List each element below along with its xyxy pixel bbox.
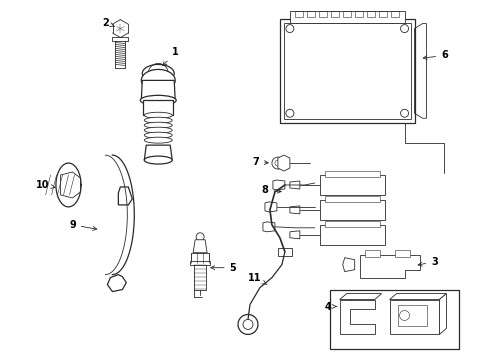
Text: 4: 4 — [324, 302, 336, 311]
Bar — [319, 175, 384, 195]
Bar — [397, 305, 427, 327]
Polygon shape — [118, 187, 132, 205]
Ellipse shape — [144, 127, 172, 133]
Text: 10: 10 — [36, 180, 55, 190]
Text: 6: 6 — [422, 50, 447, 60]
Text: 1: 1 — [163, 48, 178, 66]
Polygon shape — [144, 145, 172, 160]
Polygon shape — [342, 258, 354, 272]
Polygon shape — [439, 293, 446, 334]
Circle shape — [238, 315, 258, 334]
Polygon shape — [389, 293, 446, 300]
Bar — [319, 200, 384, 220]
Polygon shape — [190, 261, 210, 265]
Polygon shape — [61, 172, 81, 198]
Polygon shape — [277, 248, 291, 256]
Bar — [329, 289, 458, 349]
Bar — [289, 11, 404, 23]
Bar — [394, 250, 408, 257]
Bar — [318, 11, 326, 17]
Bar — [378, 11, 386, 17]
Polygon shape — [289, 181, 299, 189]
Bar — [324, 171, 379, 177]
Ellipse shape — [144, 137, 172, 143]
Bar — [364, 250, 379, 257]
Text: 11: 11 — [248, 273, 266, 284]
Polygon shape — [143, 100, 173, 115]
Text: 8: 8 — [261, 185, 281, 195]
Bar — [279, 19, 414, 123]
Bar — [284, 23, 410, 119]
Polygon shape — [272, 180, 285, 190]
Text: 5: 5 — [210, 263, 236, 273]
Bar — [112, 37, 128, 41]
Polygon shape — [191, 253, 209, 263]
Ellipse shape — [141, 69, 175, 91]
Text: 9: 9 — [69, 220, 97, 230]
Text: 3: 3 — [417, 257, 437, 267]
Bar — [306, 11, 314, 17]
Polygon shape — [263, 222, 274, 232]
Bar — [330, 11, 338, 17]
Text: 2: 2 — [102, 18, 114, 28]
Bar — [366, 11, 374, 17]
Polygon shape — [141, 80, 175, 100]
Polygon shape — [264, 202, 276, 212]
Polygon shape — [389, 300, 439, 334]
Bar — [294, 11, 302, 17]
Polygon shape — [277, 155, 289, 171]
Polygon shape — [339, 293, 381, 300]
Ellipse shape — [142, 64, 174, 82]
Bar — [324, 196, 379, 202]
Bar — [354, 11, 362, 17]
Polygon shape — [194, 263, 205, 289]
Bar — [319, 225, 384, 245]
Text: 7: 7 — [252, 157, 268, 167]
Bar — [390, 11, 398, 17]
Polygon shape — [339, 300, 374, 334]
Ellipse shape — [140, 95, 176, 105]
Ellipse shape — [144, 132, 172, 138]
Ellipse shape — [144, 112, 172, 118]
Bar — [342, 11, 350, 17]
Polygon shape — [289, 231, 299, 239]
Ellipse shape — [144, 156, 172, 164]
Polygon shape — [193, 240, 207, 253]
Polygon shape — [359, 255, 419, 278]
Polygon shape — [107, 275, 126, 292]
Polygon shape — [289, 206, 299, 214]
Ellipse shape — [144, 117, 172, 123]
Bar — [324, 221, 379, 227]
Circle shape — [271, 157, 284, 169]
Ellipse shape — [144, 122, 172, 128]
